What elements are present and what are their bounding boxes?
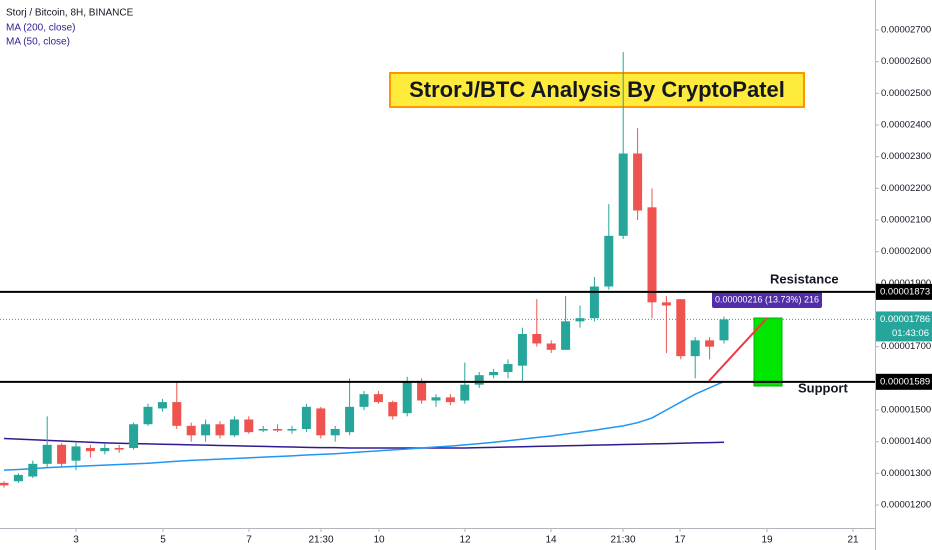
candle-body bbox=[431, 397, 441, 401]
y-tick-label: 0.00001500 bbox=[881, 405, 931, 416]
symbol-label: Storj / Bitcoin, 8H, BINANCE bbox=[6, 8, 134, 19]
candle-body bbox=[460, 384, 470, 401]
candle-body bbox=[186, 425, 196, 436]
candle-body bbox=[244, 419, 254, 433]
candle-body bbox=[388, 402, 398, 417]
x-tick-label: 7 bbox=[246, 535, 252, 546]
measure-box bbox=[712, 291, 822, 308]
y-tick-label: 0.00002100 bbox=[881, 215, 931, 226]
candle-body bbox=[0, 482, 9, 486]
ma-line bbox=[3, 437, 725, 449]
y-tick-label: 0.00001900 bbox=[881, 278, 931, 289]
x-tick-label: 21:30 bbox=[308, 535, 333, 546]
candle-body bbox=[589, 286, 599, 319]
candle-body bbox=[57, 444, 67, 464]
candle-body bbox=[719, 319, 729, 341]
candle-body bbox=[445, 397, 455, 403]
candle-body bbox=[85, 448, 95, 452]
title-box bbox=[389, 72, 805, 108]
x-tick-label: 10 bbox=[373, 535, 385, 546]
measure-label: 0.00000216 (13.73%) 216 bbox=[715, 294, 819, 304]
candle-body bbox=[676, 299, 686, 357]
candle-body bbox=[532, 334, 542, 344]
candle-body bbox=[287, 429, 297, 431]
candle-body bbox=[215, 424, 225, 436]
candle-body bbox=[546, 343, 556, 350]
y-tick-label: 0.00002300 bbox=[881, 151, 931, 162]
candle-body bbox=[345, 406, 355, 433]
resistance-price-box bbox=[876, 283, 932, 300]
candle-body bbox=[258, 429, 268, 431]
x-tick-label: 21 bbox=[847, 535, 859, 546]
candle-body bbox=[301, 406, 311, 429]
candle-body bbox=[417, 381, 427, 401]
x-tick-label: 12 bbox=[459, 535, 471, 546]
candle-body bbox=[330, 429, 340, 436]
y-tick-label: 0.00002400 bbox=[881, 120, 931, 131]
candle-body bbox=[100, 448, 110, 452]
candle-body bbox=[604, 235, 614, 287]
candle-body bbox=[474, 375, 484, 385]
countdown: 01:43:06 bbox=[892, 328, 929, 339]
x-tick-label: 21:30 bbox=[610, 535, 635, 546]
candle-body bbox=[229, 419, 239, 436]
chart-title: StrorJ/BTC Analysis By CryptoPatel bbox=[409, 77, 785, 102]
candle-body bbox=[273, 429, 283, 431]
x-tick-label: 14 bbox=[545, 535, 557, 546]
y-tick-label: 0.00002200 bbox=[881, 183, 931, 194]
candle-body bbox=[201, 424, 211, 436]
candle-body bbox=[489, 372, 499, 376]
candle-body bbox=[129, 424, 139, 448]
candle-body bbox=[28, 463, 38, 477]
candle-body bbox=[647, 207, 657, 303]
y-tick-label: 0.00002500 bbox=[881, 88, 931, 99]
candle-body bbox=[373, 394, 383, 403]
candle-body bbox=[705, 340, 715, 347]
candle-body bbox=[359, 394, 369, 407]
y-tick-label: 0.00002000 bbox=[881, 246, 931, 257]
candle-body bbox=[690, 340, 700, 357]
candle-body bbox=[157, 402, 167, 409]
support-label: Support bbox=[798, 380, 848, 395]
candle-body bbox=[316, 408, 326, 436]
candle-body bbox=[143, 406, 153, 425]
y-tick-label: 0.00001300 bbox=[881, 468, 931, 479]
resistance-price: 0.00001873 bbox=[880, 286, 930, 297]
candle-body bbox=[172, 402, 182, 426]
candle-body bbox=[633, 153, 643, 211]
candle-body bbox=[618, 153, 628, 236]
target-box bbox=[753, 317, 783, 387]
last-price: 0.00001786 bbox=[880, 314, 930, 325]
projection-line bbox=[708, 317, 768, 382]
y-tick-label: 0.00001700 bbox=[881, 341, 931, 352]
y-tick-label: 0.00001200 bbox=[881, 500, 931, 511]
x-tick-label: 5 bbox=[160, 535, 166, 546]
support-price: 0.00001589 bbox=[880, 376, 930, 387]
candle-body bbox=[503, 364, 513, 372]
y-tick-label: 0.00002700 bbox=[881, 25, 931, 36]
candle-body bbox=[402, 381, 412, 414]
ma-line bbox=[3, 380, 725, 471]
candle-body bbox=[13, 474, 23, 482]
candle-body bbox=[71, 446, 81, 461]
x-tick-label: 3 bbox=[73, 535, 79, 546]
candle-body bbox=[517, 334, 527, 366]
support-price-box bbox=[876, 373, 932, 390]
x-tick-label: 19 bbox=[761, 535, 773, 546]
candle-body bbox=[661, 302, 671, 306]
y-tick-label: 0.00001400 bbox=[881, 436, 931, 447]
candle-body bbox=[114, 448, 124, 450]
resistance-label: Resistance bbox=[770, 271, 839, 286]
candle-body bbox=[561, 321, 571, 350]
legend-entry: MA (200, close) bbox=[6, 23, 75, 34]
last-price-box bbox=[876, 311, 932, 342]
candle-body bbox=[42, 444, 52, 464]
x-tick-label: 17 bbox=[674, 535, 686, 546]
y-tick-label: 0.00002600 bbox=[881, 56, 931, 67]
legend-entry: MA (50, close) bbox=[6, 37, 70, 48]
